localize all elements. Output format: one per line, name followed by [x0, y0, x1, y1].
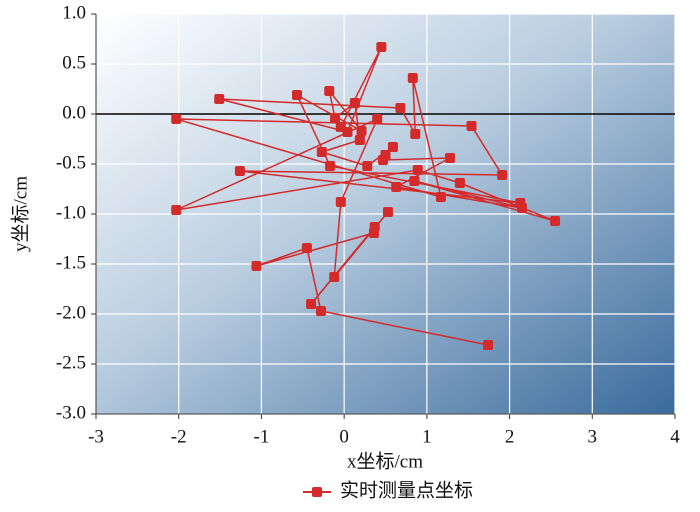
data-point — [378, 155, 389, 165]
y-tick-label: 0.5 — [62, 52, 86, 73]
x-tick-label: 2 — [505, 426, 515, 447]
data-point — [325, 161, 336, 171]
y-tick-label: -1.0 — [56, 202, 86, 223]
data-point — [445, 153, 456, 163]
data-point — [387, 142, 398, 152]
data-point — [330, 113, 341, 123]
data-point — [372, 114, 383, 124]
y-tick-label: -0.5 — [56, 152, 86, 173]
data-point — [356, 126, 367, 136]
x-tick-label: 4 — [670, 426, 680, 447]
data-point — [171, 114, 182, 124]
data-point — [376, 42, 387, 52]
legend-label: 实时测量点坐标 — [340, 479, 473, 501]
x-tick-label: -1 — [254, 426, 270, 447]
data-point — [497, 170, 508, 180]
data-point — [306, 299, 317, 309]
data-point — [407, 73, 418, 83]
x-tick-label: 1 — [422, 426, 432, 447]
data-point — [516, 203, 527, 213]
data-point — [214, 94, 225, 104]
data-point — [483, 340, 494, 350]
data-point — [435, 192, 446, 202]
y-tick-label: 0.0 — [62, 102, 86, 123]
data-point — [409, 176, 420, 186]
data-point — [315, 306, 326, 316]
data-point — [335, 197, 346, 207]
data-point — [329, 272, 340, 282]
y-tick-label: -1.5 — [56, 252, 86, 273]
x-tick-label: -2 — [171, 426, 187, 447]
data-point — [368, 228, 379, 238]
data-point — [454, 178, 465, 188]
data-point — [316, 147, 327, 157]
data-point — [354, 135, 365, 145]
data-point — [234, 166, 245, 176]
y-tick-label: -2.5 — [56, 352, 86, 373]
data-point — [466, 121, 477, 131]
legend-marker — [312, 487, 322, 497]
data-point — [382, 207, 393, 217]
data-point — [171, 205, 182, 215]
data-point — [349, 98, 360, 108]
data-point — [395, 103, 406, 113]
data-point — [291, 90, 302, 100]
y-tick-label: -3.0 — [56, 402, 86, 423]
y-axis-label: y坐标/cm — [9, 176, 31, 252]
data-point — [342, 127, 353, 137]
data-point — [251, 261, 262, 271]
data-point — [324, 86, 335, 96]
x-tick-label: -3 — [88, 426, 104, 447]
data-point — [550, 216, 561, 226]
x-tick-label: 0 — [339, 426, 349, 447]
x-tick-label: 3 — [588, 426, 598, 447]
data-point — [362, 161, 373, 171]
data-point — [412, 165, 423, 175]
data-point — [301, 243, 312, 253]
y-tick-label: 1.0 — [62, 2, 86, 23]
x-axis-label: x坐标/cm — [347, 450, 423, 472]
data-point — [391, 182, 402, 192]
y-tick-label: -2.0 — [56, 302, 86, 323]
data-point — [410, 129, 421, 139]
